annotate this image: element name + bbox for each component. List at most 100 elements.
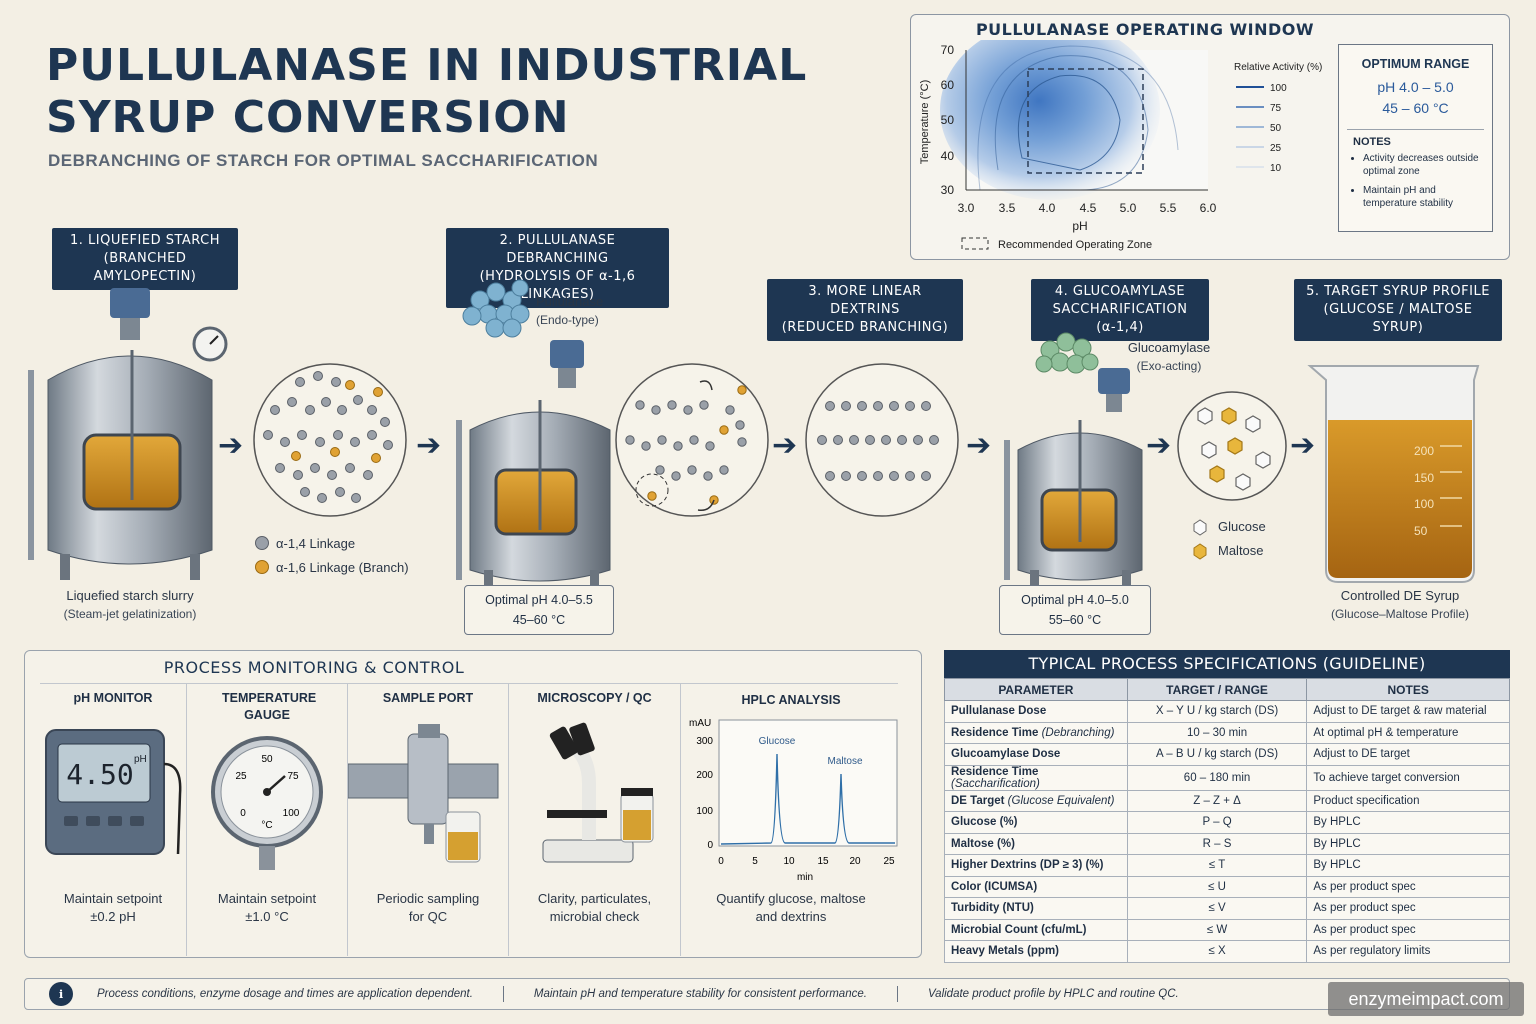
- hplc-y-300: 300: [696, 736, 713, 747]
- recommended-zone-box: [1027, 68, 1144, 174]
- step-2-temp: 45–60 °C: [512, 613, 566, 627]
- y-tick-30: 30: [941, 183, 955, 197]
- glucose-maltose-diagram: [1177, 391, 1287, 501]
- spec-target: X – Y U / kg starch (DS): [1126, 700, 1308, 723]
- a14-legend-label: α-1,4 Linkage: [276, 535, 356, 551]
- hplc-peak-glucose: Glucose: [759, 736, 796, 747]
- title-line-2: SYRUP CONVERSION: [46, 92, 570, 143]
- temperature-gauge-caption-1: Maintain setpoint: [217, 891, 317, 906]
- spec-parameter-name: Microbial Count (cfu/mL): [951, 923, 1087, 936]
- step-5-subtitle: (GLUCOSE / MALTOSE SYRUP): [1323, 302, 1473, 335]
- hplc-chromatogram: mAU 300 200 100 0 0 5 10 15 20 25 min Gl…: [689, 718, 898, 883]
- optimum-title: OPTIMUM RANGE: [1361, 57, 1470, 71]
- table-row: Glucose (%) P – Q By HPLC: [944, 811, 1510, 834]
- sample-port-caption-1: Periodic sampling: [376, 891, 480, 906]
- x-tick-6-0: 6.0: [1200, 201, 1217, 215]
- hplc-trace: [720, 753, 895, 845]
- spec-parameter-name: Glucoamylase Dose: [951, 748, 1061, 761]
- spec-parameter-name: Glucose (%): [951, 816, 1018, 829]
- hplc-y-label: mAU: [689, 718, 711, 729]
- spec-parameter: Turbidity (NTU): [944, 897, 1128, 920]
- spec-table-title: TYPICAL PROCESS SPECIFICATIONS (GUIDELIN…: [944, 650, 1510, 678]
- temperature-gauge-caption: Maintain setpoint ±1.0 °C: [187, 890, 347, 926]
- sample-port-caption: Periodic sampling for QC: [348, 890, 508, 926]
- footer-note-1: Process conditions, enzyme dosage and ti…: [97, 988, 473, 1000]
- step-5-tag: 5. TARGET SYRUP PROFILE (GLUCOSE / MALTO…: [1294, 279, 1502, 341]
- spec-notes: Adjust to DE target: [1306, 743, 1510, 766]
- a14-legend-dot: [255, 536, 269, 550]
- pullulanase-enzyme-icon: [462, 279, 530, 338]
- spec-notes: By HPLC: [1306, 854, 1510, 877]
- hplc-x-5: 5: [752, 856, 758, 867]
- glucose-legend-icon: [1193, 519, 1207, 536]
- step-2-conditions: Optimal pH 4.0–5.5 45–60 °C: [464, 585, 614, 635]
- optimum-ph: pH 4.0 – 5.0: [1377, 79, 1454, 95]
- slurry-caption: Liquefied starch slurry (Steam-jet gelat…: [40, 586, 220, 624]
- spec-target: ≤ V: [1126, 897, 1308, 920]
- spec-notes: Adjust to DE target & raw material: [1306, 700, 1510, 723]
- note-2: Maintain pH and temperature stability: [1363, 184, 1484, 210]
- ph-monitor-heading: pH MONITOR: [73, 691, 153, 705]
- glucoamylase-sublabel: (Exo-acting): [1136, 359, 1202, 373]
- flow-arrow-5: ➔: [1146, 429, 1171, 462]
- table-row: Pullulanase Dose X – Y U / kg starch (DS)…: [944, 700, 1510, 723]
- beaker-mark-200: 200: [1414, 444, 1435, 458]
- hplc-heading: HPLC ANALYSIS: [741, 693, 841, 707]
- spec-parameter: Color (ICUMSA): [944, 875, 1128, 898]
- page-subtitle: DEBRANCHING OF STARCH FOR OPTIMAL SACCHA…: [48, 151, 599, 170]
- spec-parameter-qualifier: (Debranching): [1041, 726, 1115, 739]
- linear-dextrins-diagram: [805, 363, 959, 517]
- step-2-ph: Optimal pH 4.0–5.5: [485, 593, 593, 607]
- sample-port-column[interactable]: SAMPLE PORT Periodic sampling for QC: [348, 684, 509, 956]
- spec-target: ≤ W: [1126, 918, 1308, 941]
- table-row: Microbial Count (cfu/mL) ≤ W As per produc…: [944, 918, 1510, 941]
- ph-monitor-caption-1: Maintain setpoint: [63, 891, 163, 906]
- x-tick-3-5: 3.5: [999, 201, 1016, 215]
- a14-legend: α-1,4 Linkage: [276, 531, 355, 555]
- step-4-title: 4. GLUCOAMYLASE: [1054, 284, 1186, 299]
- spec-parameter-name: Higher Dextrins (DP ≥ 3) (%): [951, 859, 1104, 872]
- spec-parameter: Residence Time (Debranching): [944, 721, 1128, 744]
- y-tick-70: 70: [941, 43, 955, 57]
- spec-table: PARAMETER TARGET / RANGE NOTES Pullulana…: [944, 678, 1510, 963]
- pullulanase-label: Pullulanase: [536, 294, 604, 309]
- ph-meter-icon: 4.50 pH: [45, 729, 182, 855]
- spec-parameter-qualifier: (Saccharification): [951, 777, 1040, 790]
- footer-divider-1: [502, 986, 504, 1002]
- step-4-subtitle: SACCHARIFICATION (α-1,4): [1052, 302, 1188, 335]
- spec-target: 10 – 30 min: [1126, 721, 1308, 744]
- spec-header-parameter: PARAMETER: [944, 678, 1128, 701]
- spec-notes: By HPLC: [1306, 832, 1510, 855]
- table-row: Higher Dextrins (DP ≥ 3) (%) ≤ T By HPLC: [944, 854, 1510, 877]
- gauge-unit: °C: [261, 820, 272, 831]
- table-row: Residence Time (Debranching) 10 – 30 min A…: [944, 721, 1510, 744]
- process-flow-illustration: ➔ ➔: [28, 279, 1480, 592]
- spec-parameter-name: DE Target: [951, 794, 1008, 807]
- thermometer-gauge-icon: 50 25 75 0 100 °C: [211, 736, 323, 870]
- activity-level-10: 10: [1270, 163, 1282, 174]
- spec-target: 60 – 180 min: [1126, 764, 1308, 791]
- hplc-x-0: 0: [718, 856, 724, 867]
- step-4-conditions: Optimal pH 4.0–5.0 55–60 °C: [999, 585, 1151, 635]
- watermark-link[interactable]: enzymeimpact.com: [1328, 982, 1524, 1016]
- syrup-sublabel: (Glucose–Maltose Profile): [1330, 607, 1470, 621]
- slurry-sublabel: (Steam-jet gelatinization): [63, 607, 197, 621]
- hplc-x-label: min: [797, 872, 813, 883]
- reactor-1-icon: [28, 288, 228, 580]
- spec-parameter: Glucose (%): [944, 811, 1128, 834]
- monitoring-divider: [40, 683, 898, 684]
- step-4-ph: Optimal pH 4.0–5.0: [1021, 593, 1129, 607]
- spec-target: ≤ T: [1126, 854, 1308, 877]
- ph-monitor-caption-2: ±0.2 pH: [90, 909, 136, 924]
- spec-parameter: Residence Time (Saccharification): [944, 764, 1128, 791]
- flow-arrow-3: ➔: [772, 429, 797, 462]
- spec-target: P – Q: [1126, 811, 1308, 834]
- sample-port-heading: SAMPLE PORT: [382, 691, 474, 705]
- hplc-caption-2: and dextrins: [755, 909, 827, 924]
- spec-notes: As per product spec: [1306, 875, 1510, 898]
- temperature-gauge-heading: TEMPERATURE GAUGE: [187, 690, 347, 724]
- a16-legend-label: α-1,6 Linkage (Branch): [276, 559, 409, 575]
- sample-valve-icon: [348, 724, 499, 863]
- footer-divider-2: [896, 986, 898, 1002]
- spec-parameter-name: Color (ICUMSA): [951, 880, 1038, 893]
